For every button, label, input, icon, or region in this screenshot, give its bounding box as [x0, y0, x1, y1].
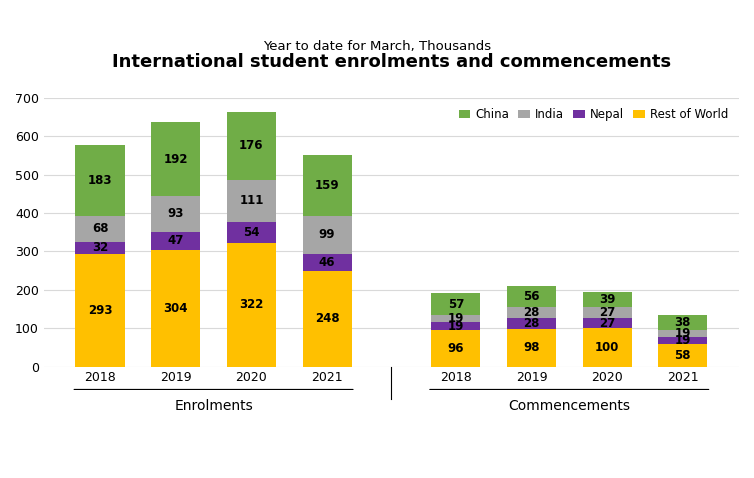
Bar: [75, 216, 124, 242]
Bar: [151, 196, 201, 232]
Bar: [431, 293, 480, 315]
Bar: [75, 254, 124, 367]
Bar: [507, 307, 556, 318]
Text: Year to date for March, Thousands: Year to date for March, Thousands: [263, 40, 491, 53]
Text: Enrolments: Enrolments: [174, 399, 253, 413]
Text: 68: 68: [92, 222, 109, 235]
Text: 28: 28: [523, 317, 540, 330]
Bar: [302, 216, 351, 254]
Bar: [658, 315, 707, 330]
Text: 99: 99: [319, 228, 336, 241]
Text: 54: 54: [244, 226, 259, 239]
Text: 100: 100: [595, 341, 619, 354]
Bar: [658, 344, 707, 367]
Bar: [227, 180, 276, 222]
Text: Commencements: Commencements: [508, 399, 630, 413]
Bar: [302, 254, 351, 272]
Text: 248: 248: [314, 313, 339, 326]
Bar: [507, 318, 556, 329]
Text: 27: 27: [599, 316, 615, 329]
Text: 38: 38: [675, 316, 691, 329]
Text: 293: 293: [87, 304, 112, 317]
Bar: [75, 242, 124, 254]
Bar: [583, 307, 632, 318]
Text: 159: 159: [314, 179, 339, 192]
Text: 96: 96: [448, 342, 464, 355]
Bar: [507, 329, 556, 367]
Text: 322: 322: [239, 298, 264, 311]
Bar: [431, 330, 480, 367]
Bar: [431, 315, 480, 323]
Bar: [507, 286, 556, 307]
Bar: [658, 337, 707, 344]
Bar: [75, 145, 124, 216]
Text: 56: 56: [523, 290, 540, 303]
Legend: China, India, Nepal, Rest of World: China, India, Nepal, Rest of World: [454, 104, 733, 126]
Text: 111: 111: [239, 195, 264, 207]
Text: 19: 19: [448, 312, 464, 326]
Bar: [302, 154, 351, 216]
Bar: [431, 323, 480, 330]
Text: 39: 39: [599, 293, 615, 306]
Bar: [151, 250, 201, 367]
Text: 46: 46: [319, 256, 336, 269]
Bar: [151, 232, 201, 250]
Text: 57: 57: [448, 298, 464, 311]
Bar: [227, 222, 276, 243]
Bar: [227, 243, 276, 367]
Text: 93: 93: [167, 207, 184, 220]
Bar: [302, 272, 351, 367]
Text: 19: 19: [675, 327, 691, 340]
Text: 98: 98: [523, 341, 540, 354]
Text: 27: 27: [599, 306, 615, 319]
Bar: [583, 318, 632, 328]
Text: 176: 176: [239, 139, 264, 152]
Text: 192: 192: [164, 153, 188, 166]
Bar: [658, 330, 707, 337]
Title: International student enrolments and commencements: International student enrolments and com…: [112, 53, 671, 71]
Bar: [227, 112, 276, 180]
Text: 19: 19: [448, 320, 464, 333]
Bar: [583, 328, 632, 367]
Text: 183: 183: [87, 174, 112, 187]
Text: 28: 28: [523, 306, 540, 319]
Text: 47: 47: [167, 234, 184, 247]
Bar: [583, 293, 632, 307]
Text: 58: 58: [675, 349, 691, 362]
Text: 32: 32: [92, 241, 108, 254]
Bar: [151, 122, 201, 196]
Text: 19: 19: [675, 334, 691, 347]
Text: 304: 304: [164, 302, 188, 315]
